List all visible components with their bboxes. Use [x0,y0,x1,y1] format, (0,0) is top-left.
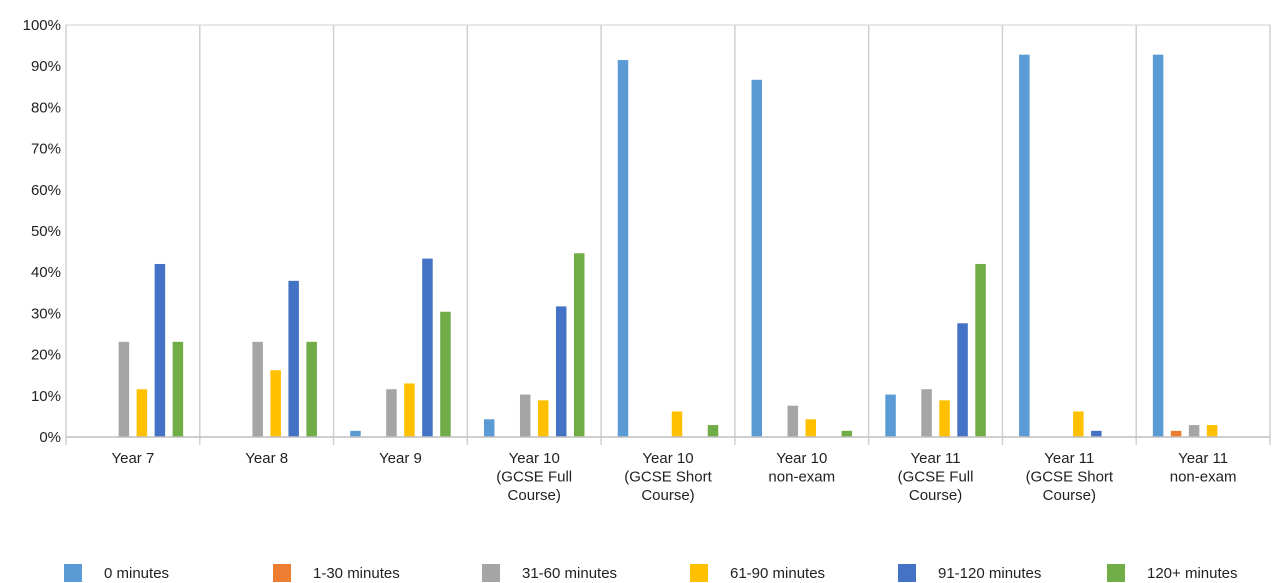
legend-item: 31-60 minutes [482,563,617,583]
y-tick-label: 70% [31,141,61,158]
legend-swatch [64,564,82,582]
bar [422,259,433,437]
bar [975,264,986,437]
bar [842,431,853,437]
x-category-label: Year 10 (GCSE Full Course) [496,450,572,504]
y-tick-label: 20% [31,347,61,364]
bar [520,395,531,437]
bar [556,306,567,437]
y-axis-tick-labels: 0% 10% 20% 30% 40% 50% 60% 70% 80% 90% 100% [23,17,61,446]
legend-label: 1-30 minutes [313,565,400,582]
bar [885,395,896,437]
legend-swatch [898,564,916,582]
bar [538,400,549,437]
grid-lines [66,25,1270,445]
legend-label: 31-60 minutes [522,565,617,582]
bar [1091,431,1102,437]
legend-item: 61-90 minutes [690,563,825,583]
y-tick-label: 0% [39,429,61,446]
bar-chart: 0% 10% 20% 30% 40% 50% 60% 70% 80% 90% 100% Year 7… [0,0,1272,560]
bar [440,312,451,437]
bar [484,419,495,437]
bar [1189,425,1200,437]
bar [939,400,950,437]
y-tick-label: 30% [31,305,61,322]
x-category-label: Year 10 (GCSE Short Course) [624,450,712,504]
bar [618,60,629,437]
bar [708,425,719,437]
bar [1153,55,1164,437]
y-tick-label: 80% [31,99,61,116]
legend-swatch [482,564,500,582]
bar [957,323,968,437]
bar [386,389,397,437]
bar [574,253,585,437]
bar [306,342,317,437]
bar [173,342,184,437]
bar [921,389,932,437]
legend-item: 120+ minutes [1107,563,1237,583]
bar [1171,431,1182,437]
legend-item: 1-30 minutes [273,563,400,583]
bar [404,383,415,437]
bar [1019,55,1029,437]
bar [155,264,166,437]
x-category-label: Year 10 non-exam [768,450,835,486]
legend-item: 0 minutes [64,563,169,583]
x-category-label: Year 9 [379,450,422,467]
legend-swatch [273,564,291,582]
bar [1207,425,1218,437]
legend-label: 120+ minutes [1147,565,1237,582]
legend-label: 61-90 minutes [730,565,825,582]
bar [672,411,683,437]
legend-label: 0 minutes [104,565,169,582]
x-category-label: Year 8 [245,450,288,467]
bar [270,370,281,437]
x-category-label: Year 11 (GCSE Short Course) [1026,450,1114,504]
bar [288,281,299,437]
legend-swatch [1107,564,1125,582]
x-category-label: Year 7 [111,450,154,467]
legend-swatch [690,564,708,582]
legend: 0 minutes 1-30 minutes 31-60 minutes 61-90 … [0,563,1272,583]
bar [252,342,263,437]
bar [1073,411,1084,437]
bar [137,389,148,437]
legend-label: 91-120 minutes [938,565,1041,582]
bar [119,342,130,437]
bar [350,431,361,437]
x-category-label: Year 11 non-exam [1170,450,1237,486]
y-tick-label: 90% [31,58,61,75]
x-category-label: Year 11 (GCSE Full Course) [898,450,974,504]
y-tick-label: 60% [31,182,61,199]
x-axis-category-labels: Year 7 Year 8 Year 9 Year 10 (GCSE Full Cours… [111,450,1236,504]
bar [788,406,799,437]
y-tick-label: 50% [31,223,61,240]
y-tick-label: 100% [23,17,61,34]
y-tick-label: 40% [31,264,61,281]
bar [806,419,817,437]
y-tick-label: 10% [31,388,61,405]
bars [119,55,1218,437]
legend-item: 91-120 minutes [898,563,1041,583]
bar [752,80,763,437]
